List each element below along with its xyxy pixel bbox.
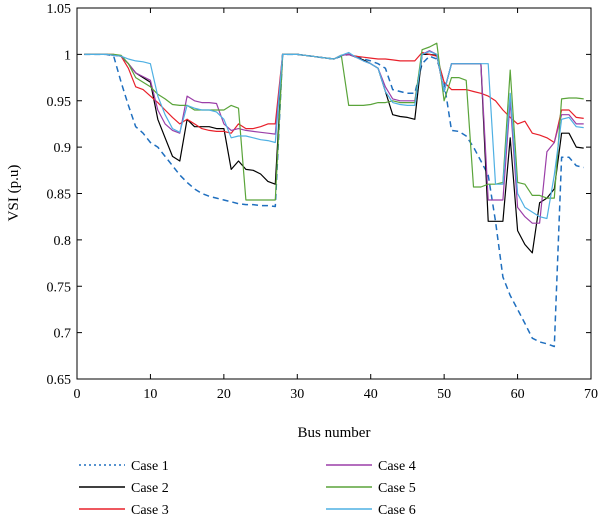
series-layer <box>84 42 584 348</box>
y-tick-label: 0.7 <box>54 327 72 342</box>
legend: Case 1 Case 2 Case 3 Case 4 Case 5 Case 6 <box>79 459 416 518</box>
y-tick-label: 0.95 <box>47 95 72 110</box>
legend-label: Case 2 <box>131 481 169 496</box>
series-line-case-6 <box>84 50 584 220</box>
y-tick-label: 0.75 <box>47 280 72 295</box>
x-tick-label: 0 <box>74 387 81 402</box>
y-tick-label: 0.65 <box>47 373 72 388</box>
legend-label: Case 6 <box>378 503 416 518</box>
legend-label: Case 3 <box>131 503 169 518</box>
y-axis: 0.65 0.7 0.75 0.8 0.85 0.9 0.95 1 1.05 <box>47 2 591 388</box>
y-tick-label: 0.85 <box>47 188 72 203</box>
x-tick-label: 70 <box>584 387 598 402</box>
x-tick-label: 40 <box>364 387 378 402</box>
y-tick-label: 0.9 <box>54 141 72 156</box>
x-tick-label: 10 <box>143 387 157 402</box>
y-tick-label: 0.8 <box>54 234 72 249</box>
y-axis-label: VSI (p.u) <box>6 165 22 222</box>
x-tick-label: 60 <box>511 387 525 402</box>
legend-label: Case 4 <box>378 459 416 474</box>
legend-label: Case 5 <box>378 481 416 496</box>
y-tick-label: 1.05 <box>47 2 72 17</box>
legend-label: Case 1 <box>131 459 169 474</box>
x-tick-label: 30 <box>290 387 304 402</box>
x-axis: 0 10 20 30 40 50 60 70 <box>74 8 598 402</box>
x-tick-label: 20 <box>217 387 231 402</box>
series-line-case-1 <box>84 53 584 348</box>
x-axis-label: Bus number <box>298 425 371 441</box>
y-tick-label: 1 <box>64 48 71 63</box>
x-tick-label: 50 <box>437 387 451 402</box>
